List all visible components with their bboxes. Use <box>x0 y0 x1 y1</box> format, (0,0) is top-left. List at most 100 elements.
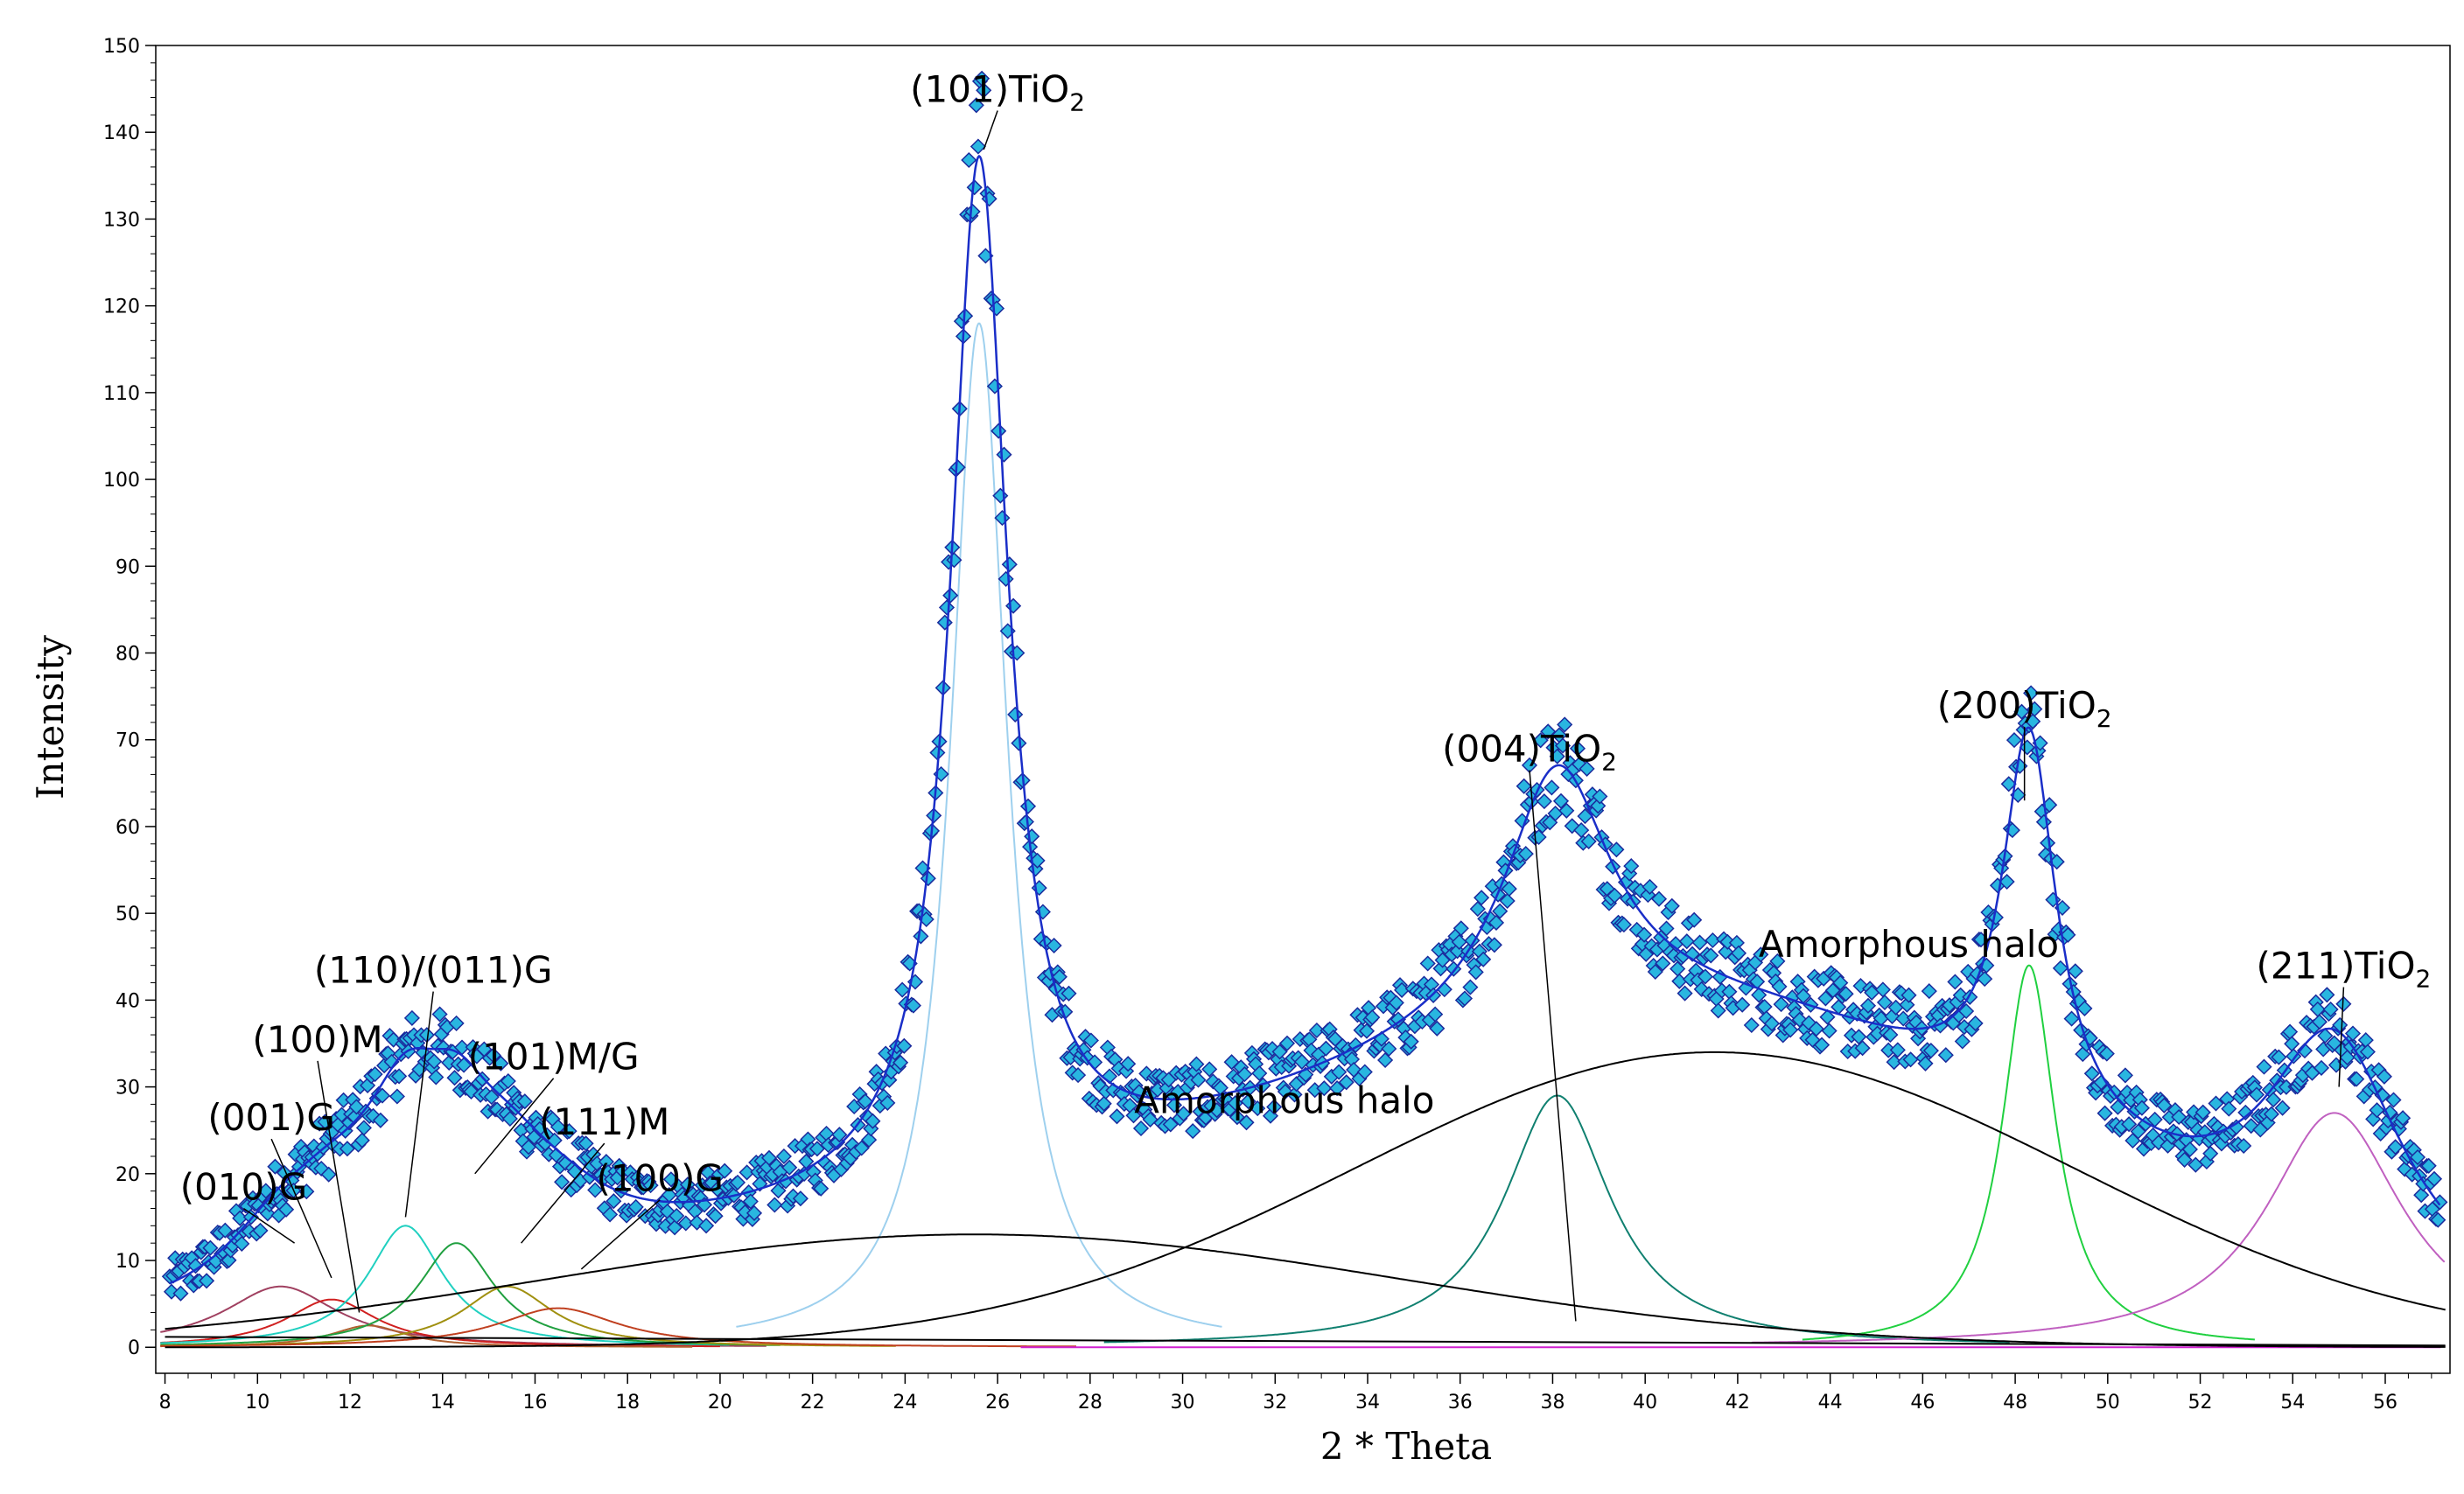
data-point <box>990 422 1007 439</box>
data-point <box>1018 813 1034 830</box>
x-tick-label: 18 <box>615 1392 640 1414</box>
data-point <box>781 1159 798 1176</box>
data-point <box>493 1055 509 1072</box>
data-point <box>2117 1067 2133 1084</box>
data-point <box>1024 828 1040 845</box>
data-point <box>2248 1086 2265 1103</box>
data-point <box>1356 1064 1373 1080</box>
data-point <box>516 1093 533 1110</box>
data-point <box>1266 1099 1283 1115</box>
data-point <box>561 1123 578 1140</box>
data-point <box>346 1108 363 1125</box>
data-point <box>2096 1105 2113 1121</box>
data-point <box>1070 1067 1087 1084</box>
data-point <box>1469 901 1486 918</box>
data-point <box>587 1182 604 1198</box>
data-point <box>1703 947 1719 964</box>
leader-line <box>1529 770 1577 1322</box>
lbl-100M-text: (100)M <box>252 1018 382 1061</box>
component-peak-200-tio2 <box>1802 964 2255 1341</box>
data-point <box>760 1149 778 1166</box>
data-point <box>2202 1145 2219 1162</box>
data-point <box>879 1094 896 1111</box>
x-tick-label: 40 <box>1633 1392 1657 1414</box>
data-point <box>1162 1116 1179 1133</box>
data-point <box>606 1193 622 1210</box>
data-point <box>1251 1065 1268 1082</box>
data-point <box>2313 1059 2330 1076</box>
data-point <box>2430 1211 2446 1228</box>
data-point <box>1824 982 1841 999</box>
data-point <box>2121 1116 2138 1133</box>
data-point <box>1338 1074 1354 1091</box>
data-point <box>1452 920 1469 937</box>
data-point <box>1751 987 1768 1003</box>
lbl-100G-text: (100)G <box>596 1157 723 1200</box>
lbl-111M-text: (111)M <box>539 1100 669 1143</box>
data-point <box>775 1148 792 1165</box>
data-point <box>1250 1100 1266 1117</box>
data-point <box>2359 1044 2376 1060</box>
data-point <box>1316 1080 1333 1097</box>
data-point <box>1532 732 1549 749</box>
data-point <box>1821 1023 1838 1039</box>
amorphous-halo-curves <box>164 1051 2446 1349</box>
data-point <box>220 1252 237 1268</box>
data-point <box>2130 1123 2146 1140</box>
data-point <box>217 1222 234 1239</box>
data-point <box>2228 1119 2244 1135</box>
data-point <box>1710 1002 1726 1019</box>
data-point <box>1201 1061 1218 1078</box>
data-point <box>1486 937 1502 953</box>
data-point <box>738 1164 755 1181</box>
data-point <box>2263 1106 2279 1122</box>
data-point <box>1838 986 1854 1002</box>
data-point <box>267 1158 284 1175</box>
data-point <box>1011 735 1027 751</box>
data-point <box>1427 1006 1444 1023</box>
data-point <box>1876 994 1894 1011</box>
data-point <box>1499 892 1516 910</box>
data-point <box>1578 760 1595 777</box>
lbl-110G: (110)/(011)G <box>314 949 553 992</box>
data-point <box>2236 1137 2252 1155</box>
data-point <box>968 97 984 114</box>
data-point <box>2067 963 2083 980</box>
lbl-004TiO2-subscript: 2 <box>1601 748 1617 777</box>
data-point <box>861 1132 878 1148</box>
data-point <box>1051 968 1068 985</box>
data-point <box>1686 911 1703 928</box>
data-point <box>1647 963 1663 981</box>
data-point <box>428 1069 444 1086</box>
data-point <box>1882 1026 1899 1044</box>
data-point <box>1558 802 1575 819</box>
total-fit-curve <box>169 154 2441 1285</box>
data-point <box>792 1190 808 1207</box>
data-point <box>1005 597 1022 614</box>
lbl-010G: (010)G <box>180 1166 307 1209</box>
data-point <box>1851 1029 1867 1045</box>
data-point <box>1937 1047 1954 1064</box>
data-point <box>354 1132 370 1148</box>
data-point <box>717 1162 733 1179</box>
data-point <box>1592 788 1608 805</box>
amorphous-halo-curve-2 <box>164 1051 2446 1349</box>
halo-2: Amorphous halo <box>1759 923 2059 966</box>
data-point <box>2256 1058 2272 1075</box>
lbl-101MG-text: (101)M/G <box>468 1036 640 1079</box>
y-tick-label: 150 <box>103 36 140 58</box>
y-tick-label: 20 <box>116 1164 140 1186</box>
data-point <box>172 1285 189 1302</box>
x-tick-label: 42 <box>1726 1392 1750 1414</box>
data-point <box>1808 1021 1824 1037</box>
data-point <box>278 1201 295 1218</box>
y-tick-label: 120 <box>103 297 140 318</box>
y-tick-label: 50 <box>116 904 140 925</box>
data-point <box>2026 701 2043 717</box>
data-point <box>857 1093 873 1110</box>
y-tick-label: 0 <box>128 1337 140 1359</box>
lbl-100M: (100)M <box>252 1018 382 1061</box>
x-tick-label: 30 <box>1171 1392 1195 1414</box>
data-point <box>298 1183 315 1200</box>
data-point <box>446 1070 463 1086</box>
